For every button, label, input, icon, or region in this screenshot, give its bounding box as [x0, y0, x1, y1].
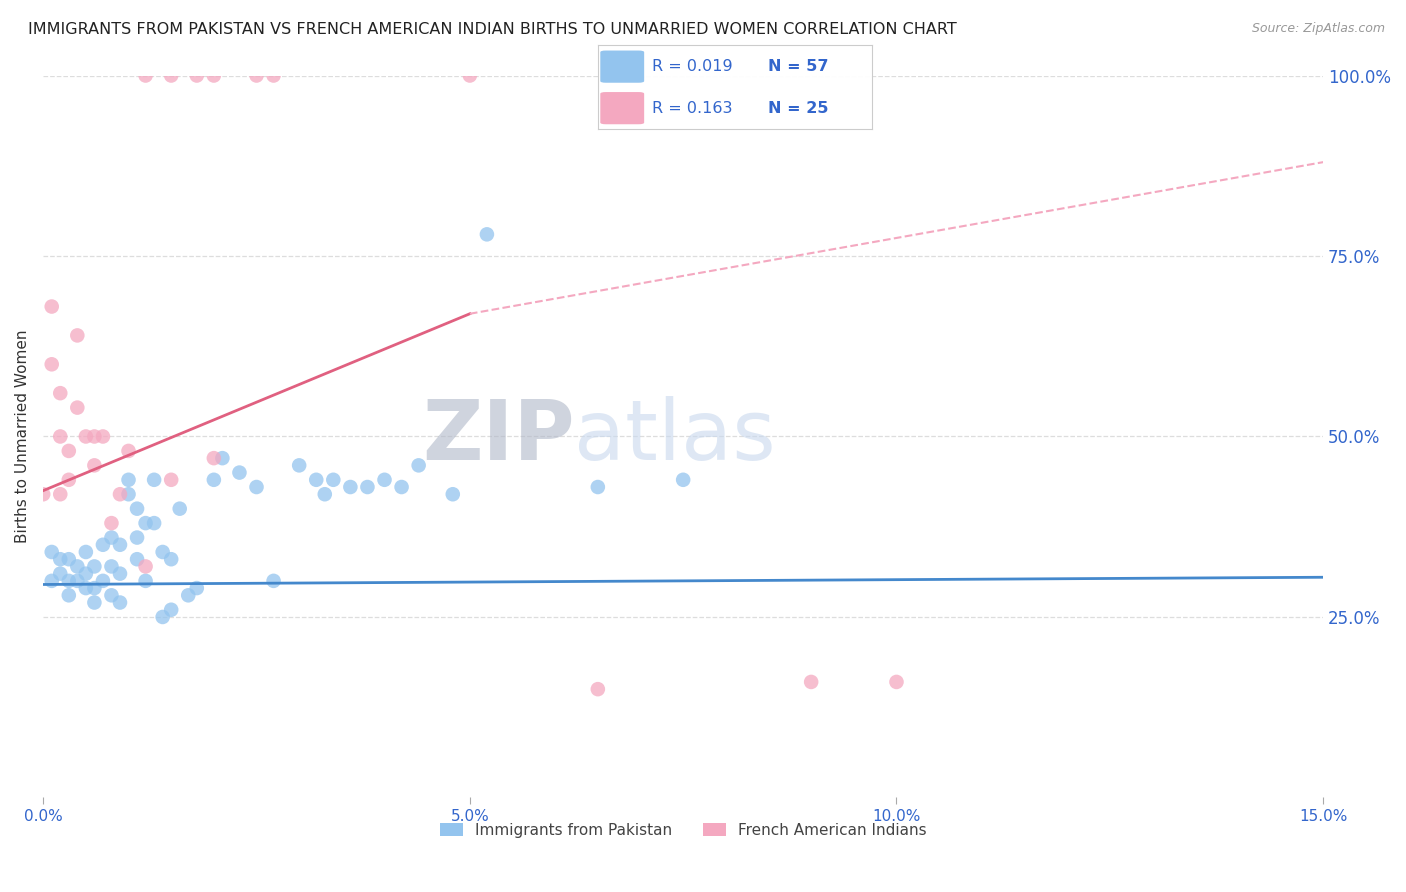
Text: atlas: atlas — [575, 396, 776, 477]
Point — [202, 451, 225, 466]
FancyBboxPatch shape — [600, 92, 644, 124]
Point — [160, 69, 183, 83]
Point — [83, 429, 105, 443]
Point — [83, 559, 105, 574]
Point — [49, 429, 72, 443]
Point — [441, 487, 464, 501]
Point — [58, 473, 80, 487]
Point — [186, 581, 208, 595]
Point — [108, 566, 131, 581]
Point — [125, 531, 148, 545]
Point — [586, 682, 609, 697]
Point — [202, 473, 225, 487]
Point — [75, 429, 97, 443]
Point — [41, 545, 63, 559]
Point — [91, 574, 114, 588]
Point — [108, 538, 131, 552]
Point — [143, 473, 166, 487]
Point — [41, 574, 63, 588]
Point — [211, 451, 233, 466]
Point — [58, 552, 80, 566]
Point — [100, 588, 122, 602]
Point — [245, 480, 267, 494]
Point — [41, 300, 63, 314]
Point — [800, 675, 823, 690]
Point — [58, 574, 80, 588]
Point — [339, 480, 361, 494]
Point — [586, 480, 609, 494]
Point — [408, 458, 430, 473]
Point — [160, 603, 183, 617]
Point — [83, 458, 105, 473]
Point — [66, 401, 89, 415]
Point — [160, 473, 183, 487]
Text: N = 25: N = 25 — [768, 101, 828, 116]
Point — [143, 516, 166, 530]
Point — [58, 588, 80, 602]
Point — [305, 473, 328, 487]
Point — [475, 227, 498, 242]
Point — [135, 516, 157, 530]
Point — [135, 559, 157, 574]
Point — [672, 473, 695, 487]
Point — [373, 473, 395, 487]
Point — [58, 444, 80, 458]
Point — [886, 675, 908, 690]
FancyBboxPatch shape — [600, 51, 644, 83]
Point — [288, 458, 311, 473]
Text: IMMIGRANTS FROM PAKISTAN VS FRENCH AMERICAN INDIAN BIRTHS TO UNMARRIED WOMEN COR: IMMIGRANTS FROM PAKISTAN VS FRENCH AMERI… — [28, 22, 957, 37]
Point — [125, 501, 148, 516]
Point — [66, 574, 89, 588]
Point — [314, 487, 336, 501]
Point — [66, 328, 89, 343]
Legend: Immigrants from Pakistan, French American Indians: Immigrants from Pakistan, French America… — [434, 817, 932, 844]
Point — [356, 480, 378, 494]
Text: N = 57: N = 57 — [768, 59, 828, 74]
Point — [152, 545, 174, 559]
Point — [135, 69, 157, 83]
Point — [169, 501, 191, 516]
Point — [49, 552, 72, 566]
Y-axis label: Births to Unmarried Women: Births to Unmarried Women — [15, 330, 30, 543]
Point — [125, 552, 148, 566]
Point — [83, 595, 105, 609]
Point — [228, 466, 250, 480]
Point — [32, 487, 55, 501]
Text: R = 0.019: R = 0.019 — [652, 59, 733, 74]
Point — [160, 552, 183, 566]
Point — [66, 559, 89, 574]
Text: R = 0.163: R = 0.163 — [652, 101, 733, 116]
Point — [263, 574, 285, 588]
Point — [83, 581, 105, 595]
Point — [117, 487, 139, 501]
Point — [41, 357, 63, 371]
Point — [391, 480, 413, 494]
Point — [108, 487, 131, 501]
Point — [108, 595, 131, 609]
Point — [322, 473, 344, 487]
Point — [117, 473, 139, 487]
Point — [91, 429, 114, 443]
Point — [75, 545, 97, 559]
Text: Source: ZipAtlas.com: Source: ZipAtlas.com — [1251, 22, 1385, 36]
Point — [49, 386, 72, 401]
Point — [100, 516, 122, 530]
Point — [135, 574, 157, 588]
Point — [49, 566, 72, 581]
Point — [75, 581, 97, 595]
Point — [100, 559, 122, 574]
Point — [202, 69, 225, 83]
Text: ZIP: ZIP — [422, 396, 575, 477]
Point — [263, 69, 285, 83]
Point — [100, 531, 122, 545]
Point — [458, 69, 481, 83]
Point — [177, 588, 200, 602]
Point — [75, 566, 97, 581]
Point — [245, 69, 267, 83]
Point — [152, 610, 174, 624]
Point — [117, 444, 139, 458]
Point — [186, 69, 208, 83]
Point — [91, 538, 114, 552]
Point — [49, 487, 72, 501]
